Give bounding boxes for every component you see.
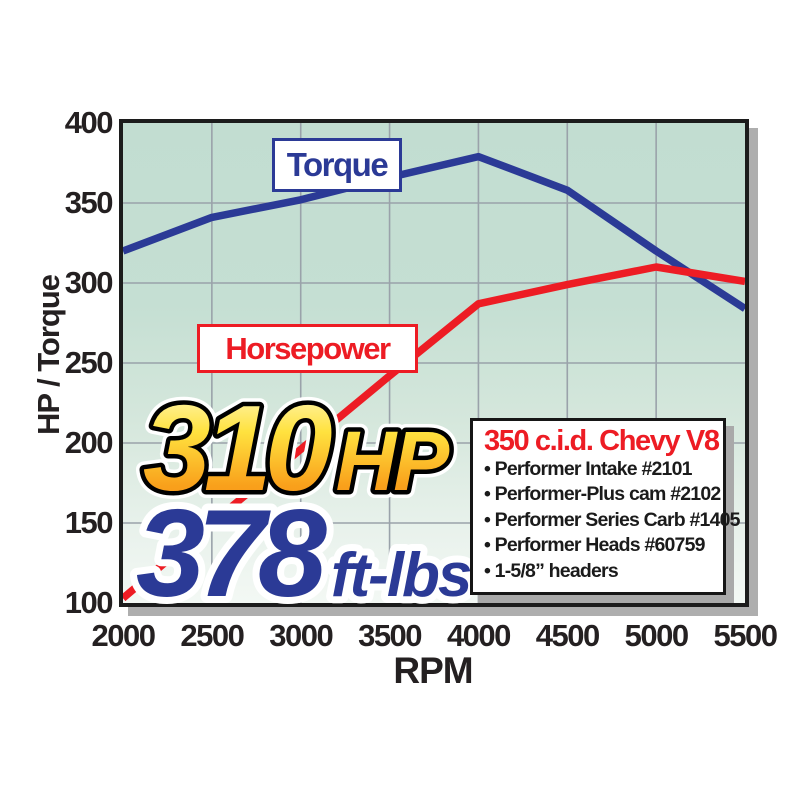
- y-tick-label: 400: [64, 105, 114, 140]
- x-tick-label: 3000: [269, 618, 333, 653]
- y-tick-label: 350: [64, 185, 114, 220]
- hero-torque-value: 378: [136, 485, 327, 623]
- spec-box: 350 c.i.d. Chevy V8 Performer Intake #21…: [470, 418, 741, 596]
- x-tick-label: 5000: [624, 618, 689, 653]
- torque-curve: [123, 152, 745, 312]
- torque-label: Torque: [286, 146, 389, 183]
- horsepower-curve: [123, 263, 745, 602]
- x-tick-label: 4000: [446, 618, 511, 653]
- hero-hp-value-outline: 310: [143, 380, 332, 516]
- hero-torque-unit: ft-lbs: [331, 541, 471, 610]
- spec-item: Performer Series Carb #1405: [484, 508, 741, 533]
- spec-item: Performer-Plus cam #2102: [484, 482, 722, 507]
- hero-hp-value: 310: [143, 380, 332, 516]
- hero-hp-text: 310 HP 310 HP 310 HP: [135, 372, 461, 524]
- x-axis-title: RPM: [393, 650, 473, 691]
- horsepower-label-box: Horsepower: [197, 324, 418, 373]
- x-tick-label: 3500: [358, 618, 422, 653]
- x-tick-label: 2500: [180, 618, 244, 653]
- hero-hp-unit: HP: [336, 414, 451, 508]
- spec-item: Performer Heads #60759: [484, 533, 715, 558]
- hero-hp-value-halo: 310: [143, 380, 332, 516]
- hero-hp-unit-halo: HP: [336, 414, 451, 508]
- x-tick-label: 2000: [91, 618, 156, 653]
- spec-box-title: 350 c.i.d. Chevy V8: [484, 425, 720, 457]
- y-tick-label: 150: [64, 505, 114, 540]
- torque-label-box: Torque: [272, 138, 402, 192]
- y-tick-label: 250: [64, 345, 114, 380]
- x-tick-label: 4500: [535, 618, 600, 653]
- y-tick-label: 200: [64, 425, 114, 460]
- hero-torque-value-halo: 378: [136, 485, 327, 623]
- hero-torque-unit-halo: ft-lbs: [331, 541, 471, 610]
- hero-torque-text: 378 ft-lbs 378 ft-lbs: [129, 478, 480, 630]
- horsepower-label: Horsepower: [225, 330, 391, 366]
- hero-hp-unit-outline: HP: [336, 414, 451, 508]
- y-tick-label: 300: [64, 265, 114, 300]
- spec-item: Performer Intake #2101: [484, 457, 715, 482]
- spec-item: 1-5/8” headers: [484, 559, 715, 584]
- y-tick-label: 100: [64, 585, 114, 620]
- x-tick-label: 5500: [713, 618, 778, 653]
